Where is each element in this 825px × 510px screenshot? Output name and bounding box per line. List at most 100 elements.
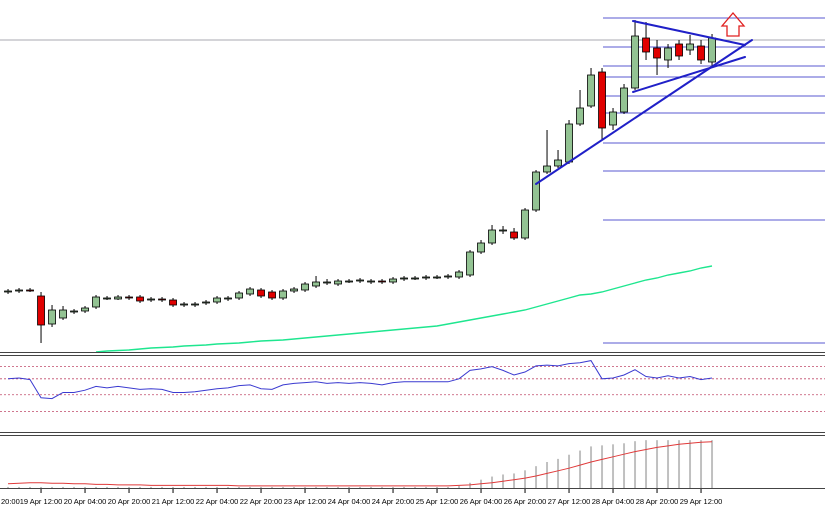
- candle-body: [147, 298, 155, 301]
- histogram-bar: [194, 486, 197, 488]
- candle-body: [48, 309, 56, 325]
- candle-body: [213, 297, 221, 303]
- histogram-bar: [205, 486, 208, 488]
- histogram-bar: [172, 486, 175, 488]
- candle-body: [334, 280, 342, 285]
- histogram-bar: [271, 486, 274, 488]
- candle-body: [510, 231, 518, 239]
- candle-body: [444, 275, 452, 278]
- drawings: [535, 11, 753, 185]
- histogram-bar: [315, 486, 318, 488]
- histogram-bar: [128, 486, 131, 488]
- trend-line: [632, 56, 746, 93]
- x-tick-label: 25 Apr 12:00: [416, 497, 459, 506]
- histogram-bar: [656, 440, 659, 488]
- candle-body: [697, 45, 705, 61]
- candle-body: [92, 296, 100, 308]
- histogram-bar: [469, 482, 472, 488]
- histogram-bar: [29, 486, 32, 488]
- candle-body: [708, 37, 716, 63]
- trend-line: [632, 20, 746, 46]
- x-tick-label: 27 Apr 12:00: [548, 497, 591, 506]
- panel-borders: [0, 352, 825, 489]
- histogram-bar: [227, 486, 230, 488]
- histogram-bar: [150, 486, 153, 488]
- x-tick-label: 28 Apr 20:00: [636, 497, 679, 506]
- x-tick-label: 26 Apr 20:00: [504, 497, 547, 506]
- candle-body: [312, 281, 320, 287]
- candle-body: [235, 292, 243, 299]
- candle-body: [499, 229, 507, 232]
- x-tick-label: 28 Apr 04:00: [592, 497, 635, 506]
- histogram-bar: [634, 441, 637, 488]
- histogram-bar: [711, 440, 714, 488]
- histogram-bar: [392, 486, 395, 488]
- candle-body: [70, 310, 78, 313]
- moving-average: [95, 265, 713, 353]
- histogram-bar: [238, 486, 241, 488]
- candle-body: [686, 43, 694, 51]
- candle-body: [103, 297, 111, 300]
- histogram-bar: [73, 486, 76, 488]
- histogram-bar: [579, 450, 582, 488]
- histogram-bar: [436, 486, 439, 488]
- candle-body: [169, 299, 177, 306]
- trend-line: [535, 39, 753, 185]
- histogram-bar: [546, 462, 549, 488]
- candle-body: [576, 107, 584, 125]
- histogram-bar: [249, 486, 252, 488]
- histogram-bar: [95, 486, 98, 488]
- histogram-bar: [7, 486, 10, 488]
- candle-body: [246, 288, 254, 295]
- candle-body: [15, 289, 23, 292]
- candle-body: [268, 291, 276, 299]
- histogram-bar: [700, 440, 703, 488]
- candle-body: [367, 280, 375, 283]
- candle-body: [598, 71, 606, 129]
- candle-body: [631, 35, 639, 89]
- candle-body: [455, 271, 463, 278]
- histogram-bar: [403, 486, 406, 488]
- candle-body: [620, 87, 628, 113]
- histogram-bar: [161, 486, 164, 488]
- candle-body: [554, 159, 562, 167]
- candle-body: [521, 209, 529, 239]
- histogram-bar: [458, 485, 461, 488]
- candle-body: [81, 307, 89, 312]
- histogram-bar: [359, 486, 362, 488]
- histogram-bar: [645, 440, 648, 488]
- candle-body: [279, 290, 287, 299]
- candle-body: [4, 290, 12, 293]
- candle-body: [565, 123, 573, 163]
- histogram-bar: [18, 486, 21, 488]
- up-arrow: [720, 11, 746, 37]
- histogram-bar: [678, 440, 681, 488]
- histogram-bar: [370, 486, 373, 488]
- histogram-bar: [139, 486, 142, 488]
- candle-body: [136, 296, 144, 302]
- signal-line: [7, 441, 713, 487]
- candle-body: [158, 298, 166, 301]
- candle-body: [433, 276, 441, 279]
- candle-body: [356, 279, 364, 282]
- histogram-bar: [84, 486, 87, 488]
- candle-body: [301, 283, 309, 291]
- candle-body: [543, 165, 551, 173]
- histogram-bar: [282, 486, 285, 488]
- x-tick-label: 26 Apr 04:00: [460, 497, 503, 506]
- histogram-bar: [568, 454, 571, 488]
- candle-body: [378, 280, 386, 283]
- histogram-bar: [590, 446, 593, 488]
- indicator-line: [7, 360, 713, 400]
- candle-body: [202, 301, 210, 304]
- candle-body: [532, 171, 540, 211]
- histogram-bar: [381, 486, 384, 488]
- histogram-bar: [62, 486, 65, 488]
- candle-body: [290, 288, 298, 292]
- candle-body: [37, 295, 45, 326]
- candle-body: [411, 277, 419, 280]
- candle-body: [224, 297, 232, 300]
- x-tick-label: 22 Apr 20:00: [240, 497, 283, 506]
